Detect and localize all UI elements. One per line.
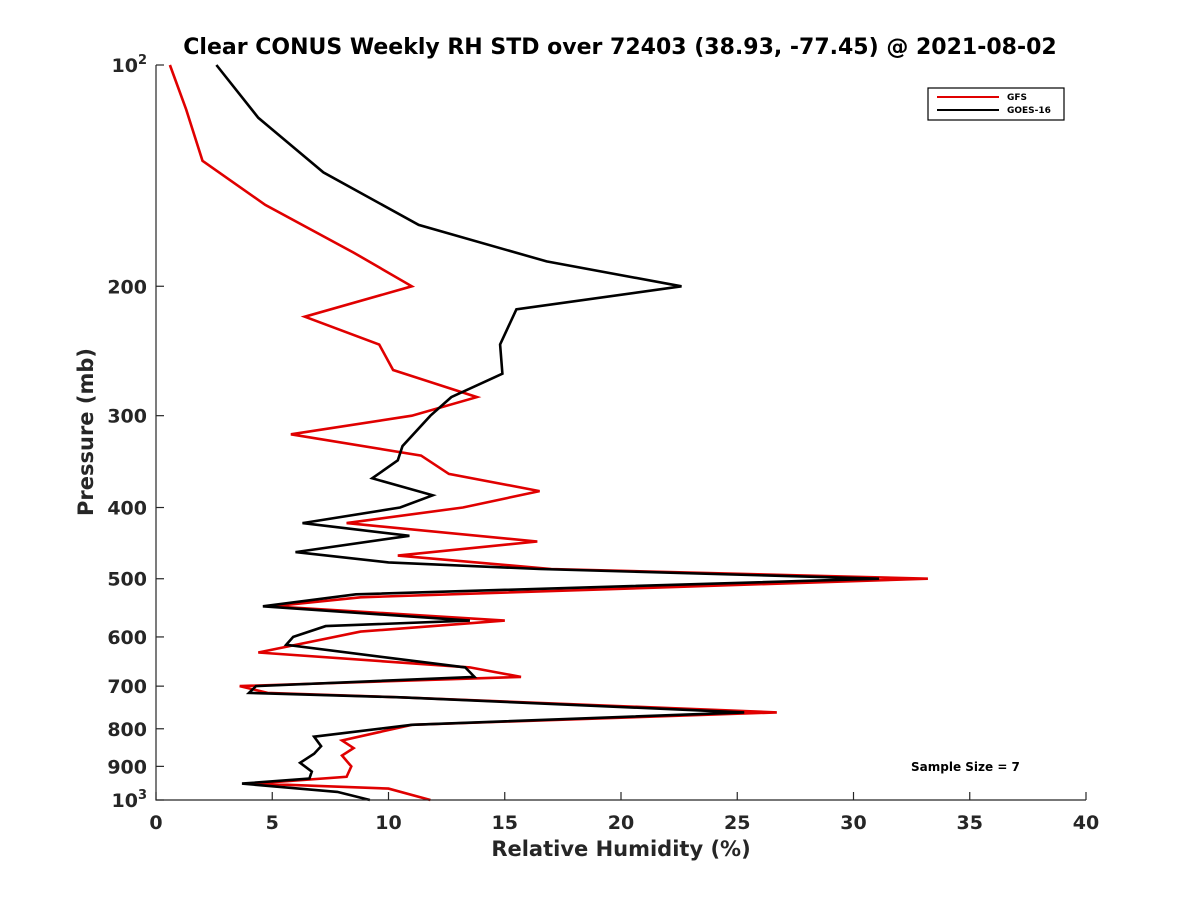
legend: GFS GOES-16 (927, 87, 1065, 121)
series-line-goes16 (215, 64, 880, 802)
y-tick-label: 800 (107, 719, 147, 741)
x-tick-label: 20 (608, 812, 634, 834)
y-tick-label: 200 (107, 276, 147, 298)
x-tick-label: 15 (492, 812, 518, 834)
x-axis-label: Relative Humidity (%) (491, 837, 750, 861)
y-tick-label: 102 (112, 53, 148, 77)
legend-label-gfs: GFS (1007, 93, 1027, 103)
plot-area (155, 64, 1086, 802)
x-tick-label: 25 (724, 812, 750, 834)
legend-label-goes16: GOES-16 (1007, 106, 1051, 116)
series-layer (168, 64, 928, 802)
x-tick-label: 5 (266, 812, 279, 834)
chart-title: Clear CONUS Weekly RH STD over 72403 (38… (183, 35, 1056, 60)
x-tick-label: 30 (840, 812, 866, 834)
legend-box (927, 87, 1065, 121)
series-line-gfs (168, 64, 928, 802)
x-tick-label: 10 (375, 812, 401, 834)
y-axis-label: Pressure (mb) (74, 348, 98, 516)
y-tick-label: 400 (107, 498, 147, 520)
y-axis-ticks: 102 200 300 400 500 600 700 800 900 103 (107, 53, 164, 812)
x-tick-label: 0 (149, 812, 162, 834)
x-tick-label: 35 (957, 812, 983, 834)
x-axis-ticks: 0 5 10 15 20 25 30 35 40 (149, 792, 1099, 834)
sample-size-annotation: Sample Size = 7 (911, 760, 1020, 774)
x-tick-label: 40 (1073, 812, 1099, 834)
y-tick-label: 103 (112, 788, 148, 812)
y-tick-label: 300 (107, 406, 147, 428)
y-tick-label: 600 (107, 627, 147, 649)
y-tick-label: 700 (107, 676, 147, 698)
y-tick-label: 900 (107, 756, 147, 778)
y-tick-label: 500 (107, 569, 147, 591)
